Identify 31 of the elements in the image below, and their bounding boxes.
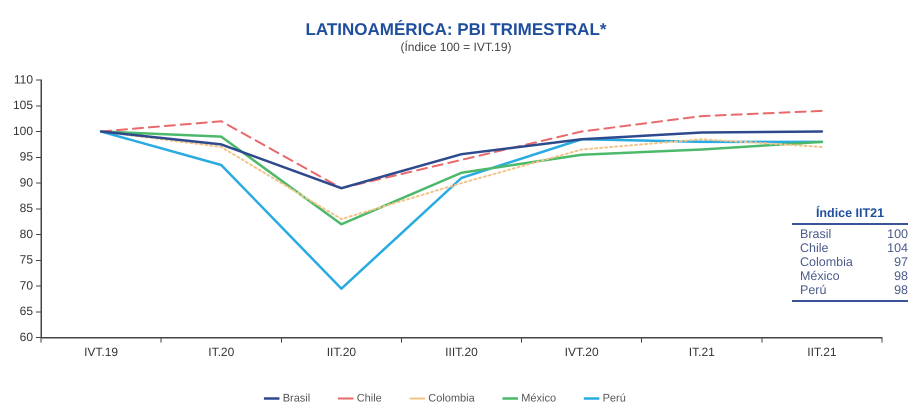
text: Perú 98 [800,283,908,297]
y-tick-label: 60 [20,330,34,344]
legend-label: México [521,392,556,405]
y-tick-label: 70 [20,278,34,292]
text: Chile 104 [800,241,908,255]
y-tick-label: 110 [14,72,34,86]
text: Colombia 97 [800,255,908,269]
legend-label: Colombia [428,392,476,405]
y-tick-label: 65 [20,304,34,318]
y-tick-label: 90 [20,175,34,190]
chart-title: LATINOAMÉRICA: PBI TRIMESTRAL* [304,20,608,40]
x-tick-label: IT.21 [688,345,716,360]
x-tick-label: IIIT.20 [445,345,478,360]
y-tick-label: 95 [20,150,34,164]
annotation: Índice IIT21 [792,206,908,225]
y-tick-label: 85 [20,201,34,216]
text: Brasil 100 [800,227,908,241]
x-tick-label: IT.20 [208,345,235,360]
y-tick-label: 80 [20,226,34,241]
x-tick-label: IVT.20 [564,345,599,360]
x-tick-label: IIT.20 [326,345,356,360]
legend-label: Chile [356,392,382,405]
y-tick-label: 100 [12,124,34,138]
x-tick-label: IVT.19 [84,345,118,360]
text: México 98 [800,269,908,283]
legend-label: Perú [602,392,626,405]
y-tick-label: 105 [12,98,34,112]
y-tick-label: 75 [20,252,34,267]
legend-label: Brasil [282,392,310,405]
x-tick-label: IIT.21 [807,345,837,360]
chart-subtitle: (Índice 100 = IVT.19) [399,40,513,54]
